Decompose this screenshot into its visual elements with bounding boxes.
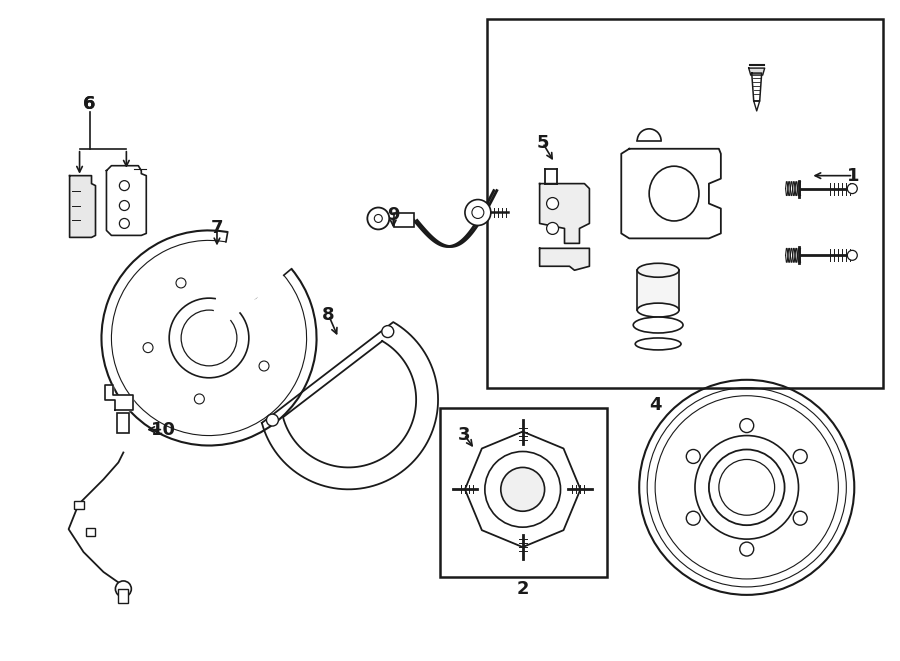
Bar xyxy=(117,412,130,432)
Ellipse shape xyxy=(637,303,679,317)
Text: 8: 8 xyxy=(322,306,335,324)
Text: 4: 4 xyxy=(649,396,662,414)
Circle shape xyxy=(115,581,131,597)
Circle shape xyxy=(546,223,559,235)
Polygon shape xyxy=(749,68,765,75)
Ellipse shape xyxy=(637,263,679,277)
Text: 5: 5 xyxy=(536,134,549,152)
Text: 2: 2 xyxy=(517,580,529,598)
Text: 1: 1 xyxy=(847,167,860,184)
Circle shape xyxy=(500,467,544,511)
Ellipse shape xyxy=(635,338,681,350)
Bar xyxy=(86,528,95,536)
Bar xyxy=(637,270,679,310)
Circle shape xyxy=(382,326,393,338)
Bar xyxy=(487,19,883,388)
Text: 3: 3 xyxy=(458,426,470,444)
Polygon shape xyxy=(753,101,760,111)
Polygon shape xyxy=(752,73,761,101)
Bar xyxy=(440,408,608,577)
Polygon shape xyxy=(540,184,590,243)
Circle shape xyxy=(546,198,559,210)
Polygon shape xyxy=(106,166,147,235)
Text: 7: 7 xyxy=(211,219,223,237)
Polygon shape xyxy=(69,176,95,237)
Wedge shape xyxy=(209,230,292,338)
Polygon shape xyxy=(262,322,438,489)
Polygon shape xyxy=(540,249,590,270)
Ellipse shape xyxy=(634,317,683,333)
Polygon shape xyxy=(621,149,721,239)
Bar xyxy=(74,501,84,509)
Bar xyxy=(119,589,129,603)
Circle shape xyxy=(465,200,491,225)
Text: 9: 9 xyxy=(387,206,400,225)
Circle shape xyxy=(266,414,278,426)
Polygon shape xyxy=(105,385,133,410)
Circle shape xyxy=(847,251,858,260)
Ellipse shape xyxy=(649,166,699,221)
Text: 6: 6 xyxy=(84,95,95,113)
Bar xyxy=(394,214,414,227)
Text: 6: 6 xyxy=(84,95,95,113)
Text: 10: 10 xyxy=(150,420,176,439)
Polygon shape xyxy=(465,432,580,547)
Circle shape xyxy=(485,451,561,527)
Circle shape xyxy=(847,184,858,194)
